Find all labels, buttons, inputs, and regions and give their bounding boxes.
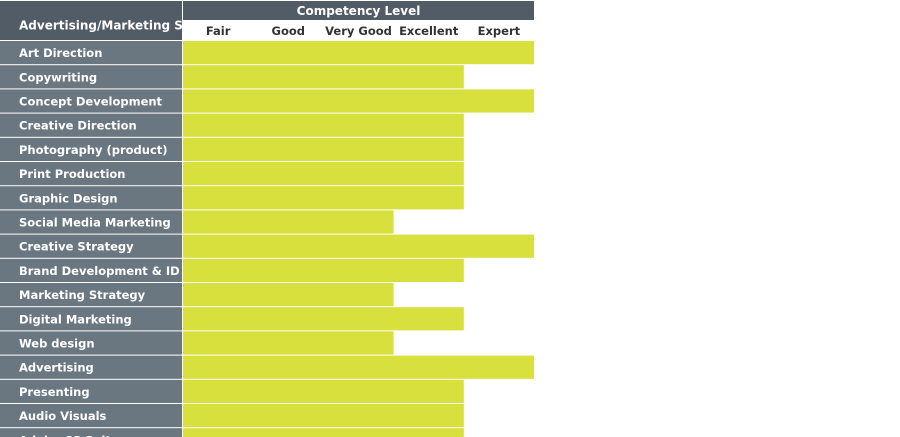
row-header-label: Advertising/Marketing Skills (19, 19, 210, 33)
skill-label: Audio Visuals (19, 409, 107, 423)
skill-label-cell (0, 89, 182, 113)
skill-bar (183, 162, 464, 186)
skill-label: Advertising (19, 361, 94, 375)
skill-label-cell (0, 404, 182, 428)
skill-bar (183, 307, 464, 331)
skill-label: Web design (19, 337, 95, 351)
chart-title: Competency Level (297, 4, 421, 18)
skill-label-cell (0, 41, 182, 65)
skill-label: Marketing Strategy (19, 288, 146, 302)
skill-bar (183, 379, 464, 403)
skill-label: Concept Development (19, 95, 163, 109)
skill-bar (183, 113, 464, 137)
skill-bar (183, 283, 394, 307)
skill-bar (183, 186, 464, 210)
skill-label-cell (0, 379, 182, 403)
level-tick-label: Very Good (325, 24, 392, 38)
skill-label: Print Production (19, 167, 126, 181)
skill-label-cell (0, 65, 182, 89)
skill-label-cell (0, 234, 182, 258)
skill-label-cell (0, 186, 182, 210)
skill-bar (183, 137, 464, 161)
skill-label: Photography (product) (19, 143, 168, 157)
skill-bar (183, 210, 394, 234)
skill-bar (183, 258, 464, 282)
skill-bar (183, 331, 394, 355)
skill-label-cell (0, 355, 182, 379)
skill-label-cell (0, 210, 182, 234)
chart-title-cell (183, 1, 534, 20)
level-tick-label: Fair (206, 24, 231, 38)
skill-label: Adobe CS Suite (19, 433, 119, 437)
skill-bar (183, 428, 464, 437)
skill-label: Presenting (19, 385, 90, 399)
skill-bar (183, 89, 534, 113)
skill-label-cell (0, 162, 182, 186)
level-tick-label: Excellent (399, 24, 459, 38)
row-header-cell (0, 1, 182, 40)
skill-label: Graphic Design (19, 191, 118, 205)
skill-label-cell (0, 113, 182, 137)
skill-label: Art Direction (19, 46, 102, 60)
skill-label-cell (0, 258, 182, 282)
skill-bar (183, 404, 464, 428)
skill-label: Creative Strategy (19, 240, 134, 254)
skill-bar (183, 355, 534, 379)
skill-label-cell (0, 331, 182, 355)
skill-label: Brand Development & ID (19, 264, 180, 278)
skill-label-cell (0, 137, 182, 161)
skill-label-cell (0, 307, 182, 331)
skill-label: Digital Marketing (19, 312, 132, 326)
skill-bar (183, 65, 464, 89)
skill-label: Copywriting (19, 70, 97, 84)
skill-label: Creative Direction (19, 119, 137, 133)
level-tick-label: Expert (478, 24, 521, 38)
skill-label-cell (0, 428, 182, 437)
level-tick-label: Good (272, 24, 305, 38)
skill-label-cell (0, 283, 182, 307)
skill-bar (183, 41, 534, 65)
skill-bar (183, 234, 534, 258)
skill-label: Social Media Marketing (19, 216, 171, 230)
